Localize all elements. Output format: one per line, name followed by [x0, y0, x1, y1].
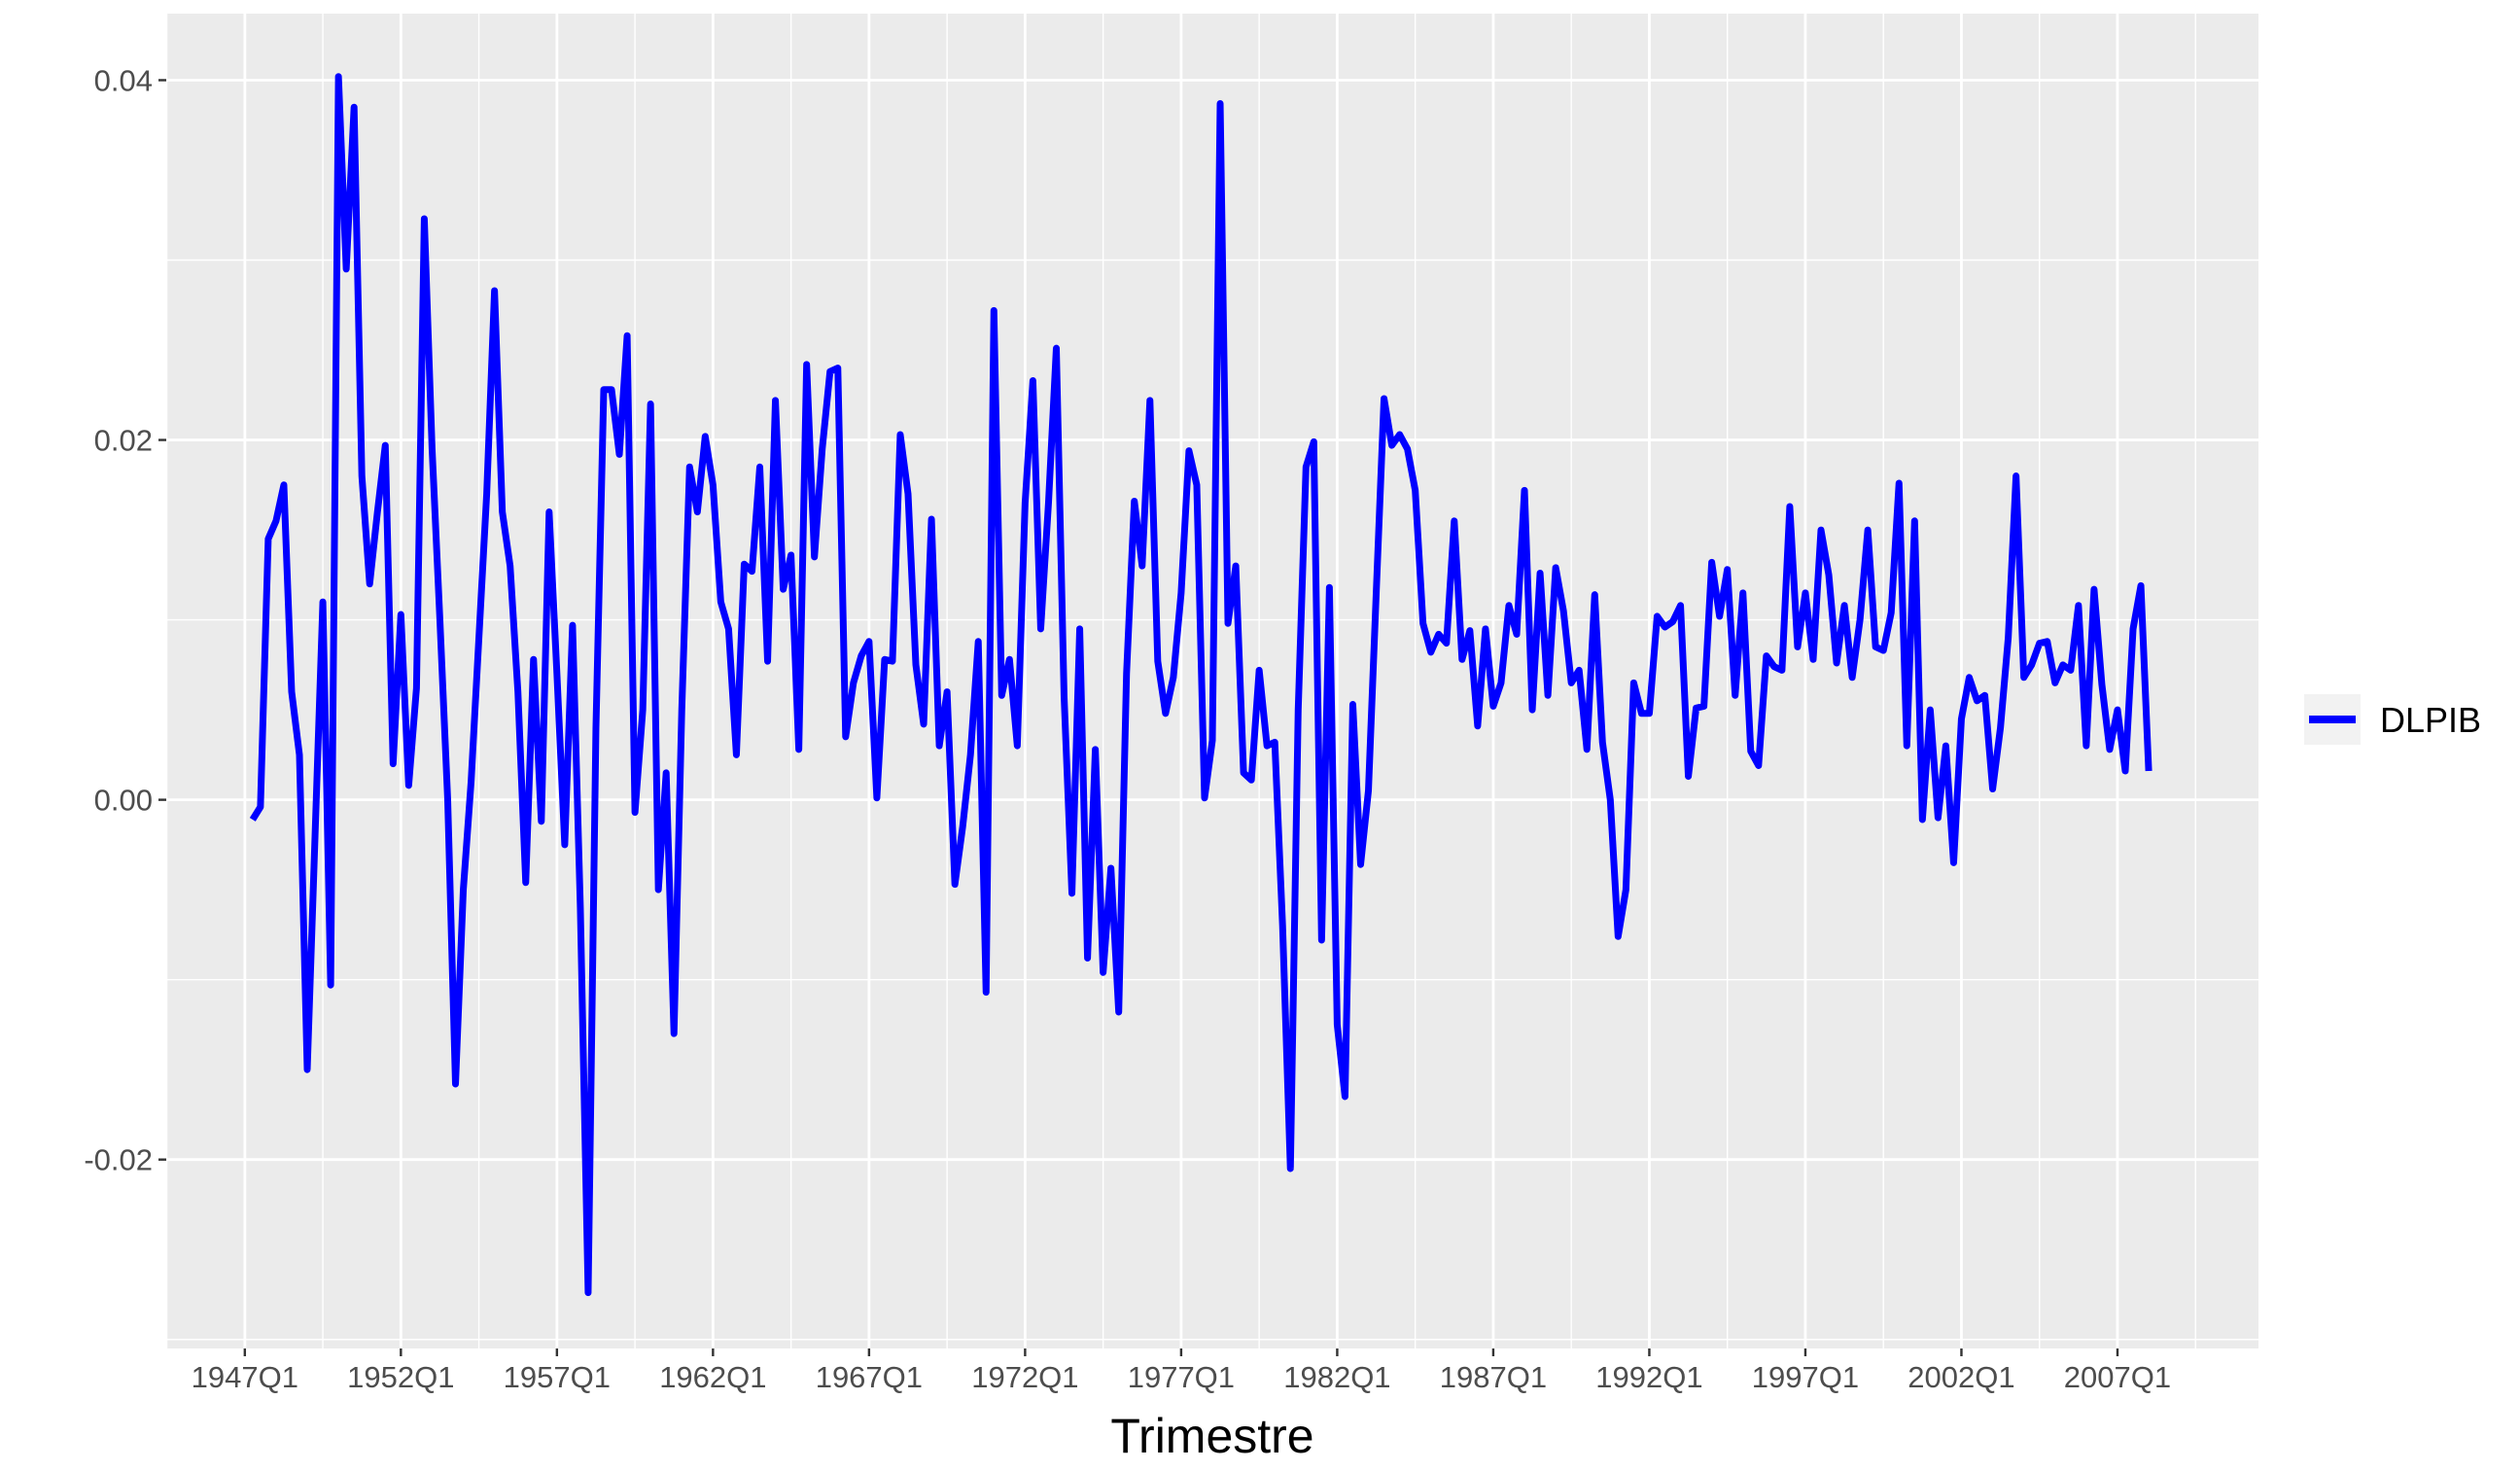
- x-tick-label: 1997Q1: [1752, 1360, 1859, 1394]
- x-tick-label: 2002Q1: [1908, 1360, 2014, 1394]
- x-axis-title: Trimestre: [1110, 1409, 1313, 1463]
- legend: DLPIB: [2304, 694, 2481, 745]
- series-layer: [249, 73, 2152, 1297]
- y-tick-label: 0.02: [94, 424, 153, 458]
- x-tick-label: 1962Q1: [659, 1360, 766, 1394]
- x-tick-label: 1957Q1: [504, 1360, 611, 1394]
- y-tick-label: -0.02: [84, 1143, 153, 1177]
- x-tick-label: 1992Q1: [1595, 1360, 1702, 1394]
- y-tick-label: 0.04: [94, 63, 153, 97]
- y-tick-label: 0.00: [94, 784, 153, 818]
- x-tick-label: 1947Q1: [192, 1360, 298, 1394]
- x-tick-label: 1972Q1: [971, 1360, 1078, 1394]
- x-tick-label: 1952Q1: [347, 1360, 454, 1394]
- x-tick-label: 1982Q1: [1283, 1360, 1390, 1394]
- legend-label-dlpib: DLPIB: [2380, 700, 2481, 740]
- x-tick-label: 1967Q1: [816, 1360, 923, 1394]
- x-tick-label: 2007Q1: [2064, 1360, 2171, 1394]
- x-tick-label: 1977Q1: [1128, 1360, 1235, 1394]
- x-tick-label: 1987Q1: [1440, 1360, 1547, 1394]
- x-axis-ticks: 1947Q1 1952Q1 1957Q1 1962Q1 1967Q1 1972Q1 1977…: [192, 1348, 2171, 1394]
- series-line-dlpib: [249, 73, 2152, 1297]
- y-axis-ticks: -0.02 0.00 0.02 0.04: [84, 63, 166, 1177]
